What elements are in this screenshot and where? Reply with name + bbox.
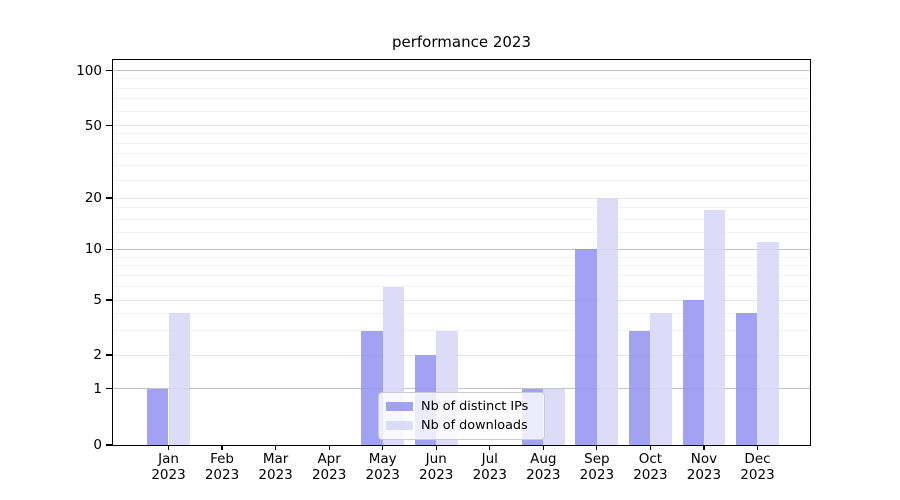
legend: Nb of distinct IPs Nb of downloads [378,392,545,440]
gridline-y-25 [113,179,810,181]
gridline-y-9 [113,256,810,258]
x-tick-label-nov: Nov 2023 [686,451,722,483]
gridline-y-2 [113,354,810,356]
bar-downloads-nov [703,210,726,445]
y-tick-mark-1 [105,387,112,390]
y-tick-mark-10 [105,248,112,250]
x-tick-mark-jan [167,445,170,450]
y-tick-label-0: 0 [93,437,102,453]
y-tick-label-50: 50 [84,117,102,134]
gridline-y-4 [113,312,810,314]
x-tick-mark-dec [756,445,759,450]
gridline-y-20 [113,197,810,199]
x-tick-label-oct: Oct 2023 [633,451,668,483]
bar-downloads-aug [543,388,565,445]
bar-downloads-jan [168,313,190,445]
gridline-y-6 [113,286,810,288]
y-tick-mark-20 [105,197,112,199]
gridline-y-15 [113,218,810,220]
gridline-y-50 [113,125,810,126]
bar-distinct-ips-jan [147,388,169,445]
bar-distinct-ips-sep [575,249,597,445]
gridline-y-60 [113,110,810,112]
gridline-y-8 [113,265,810,267]
gridline-y-5 [113,299,810,301]
gridline-y-90 [113,78,810,80]
x-tick-label-feb: Feb 2023 [204,451,240,483]
x-tick-label-dec: Dec 2023 [740,451,775,483]
y-tick-label-5: 5 [93,292,102,308]
y-tick-label-2: 2 [93,347,102,363]
bar-distinct-ips-nov [682,300,704,445]
x-tick-mark-may [382,445,384,450]
y-tick-label-20: 20 [84,190,102,206]
legend-swatch-downloads-icon [386,421,413,430]
x-tick-mark-oct [649,445,651,450]
x-tick-label-jun: Jun 2023 [419,451,454,483]
gridline-y-12.5 [113,232,810,234]
y-tick-mark-100 [105,69,112,72]
x-tick-mark-aug [542,445,544,450]
gridline-y-7 [113,274,810,276]
x-tick-label-aug: Aug 2023 [526,451,561,483]
bar-downloads-oct [650,313,672,445]
bar-distinct-ips-may [361,330,383,445]
x-tick-mark-apr [328,445,330,450]
x-tick-label-jan: Jan 2023 [151,451,186,483]
x-tick-mark-mar [274,445,277,450]
gridline-y-1 [113,388,810,389]
x-tick-mark-sep [596,445,598,450]
x-tick-label-apr: Apr 2023 [311,451,347,483]
legend-swatch-distinct-ips-icon [386,402,413,411]
legend-label-downloads: Nb of downloads [421,418,528,433]
legend-item-downloads: Nb of downloads [386,419,536,432]
x-tick-label-sep: Sep 2023 [579,451,615,483]
gridline-y-17.5 [113,207,810,209]
bar-distinct-ips-dec [736,313,758,445]
y-tick-mark-2 [105,354,112,356]
y-tick-label-10: 10 [84,241,102,258]
y-tick-mark-0 [105,444,112,446]
x-tick-mark-nov [703,445,705,450]
gridline-y-70 [113,98,810,100]
chart-title: performance 2023 [391,33,531,51]
gridline-y-10 [113,248,810,250]
gridline-y-45 [113,133,810,135]
x-tick-mark-jul [489,445,491,450]
bar-downloads-sep [596,198,619,445]
plot-area: 0 1 2 5 10 20 50 100 Jan 2023 Feb 2023 Mar 2023 Apr… [76,59,811,482]
x-tick-mark-jun [435,445,437,450]
gridline-y-30 [113,165,810,167]
x-tick-label-jul: Jul 2023 [472,451,507,483]
gridline-y-80 [113,87,810,89]
y-tick-label-1: 1 [93,380,102,397]
y-tick-mark-50 [105,124,112,127]
x-tick-label-may: May 2023 [365,451,400,483]
x-tick-label-mar: Mar 2023 [258,451,293,483]
gridline-y-100 [113,70,810,71]
y-tick-mark-5 [105,299,112,301]
x-tick-mark-feb [221,445,223,450]
gridline-y-40 [113,142,810,144]
y-tick-label-100: 100 [76,62,102,79]
legend-label-distinct-ips: Nb of distinct IPs [421,399,529,414]
bar-downloads-dec [757,242,779,445]
legend-item-distinct-ips: Nb of distinct IPs [386,400,536,413]
gridline-y-35 [113,153,810,155]
bar-distinct-ips-oct [629,330,651,445]
gridline-y-3 [113,330,810,332]
